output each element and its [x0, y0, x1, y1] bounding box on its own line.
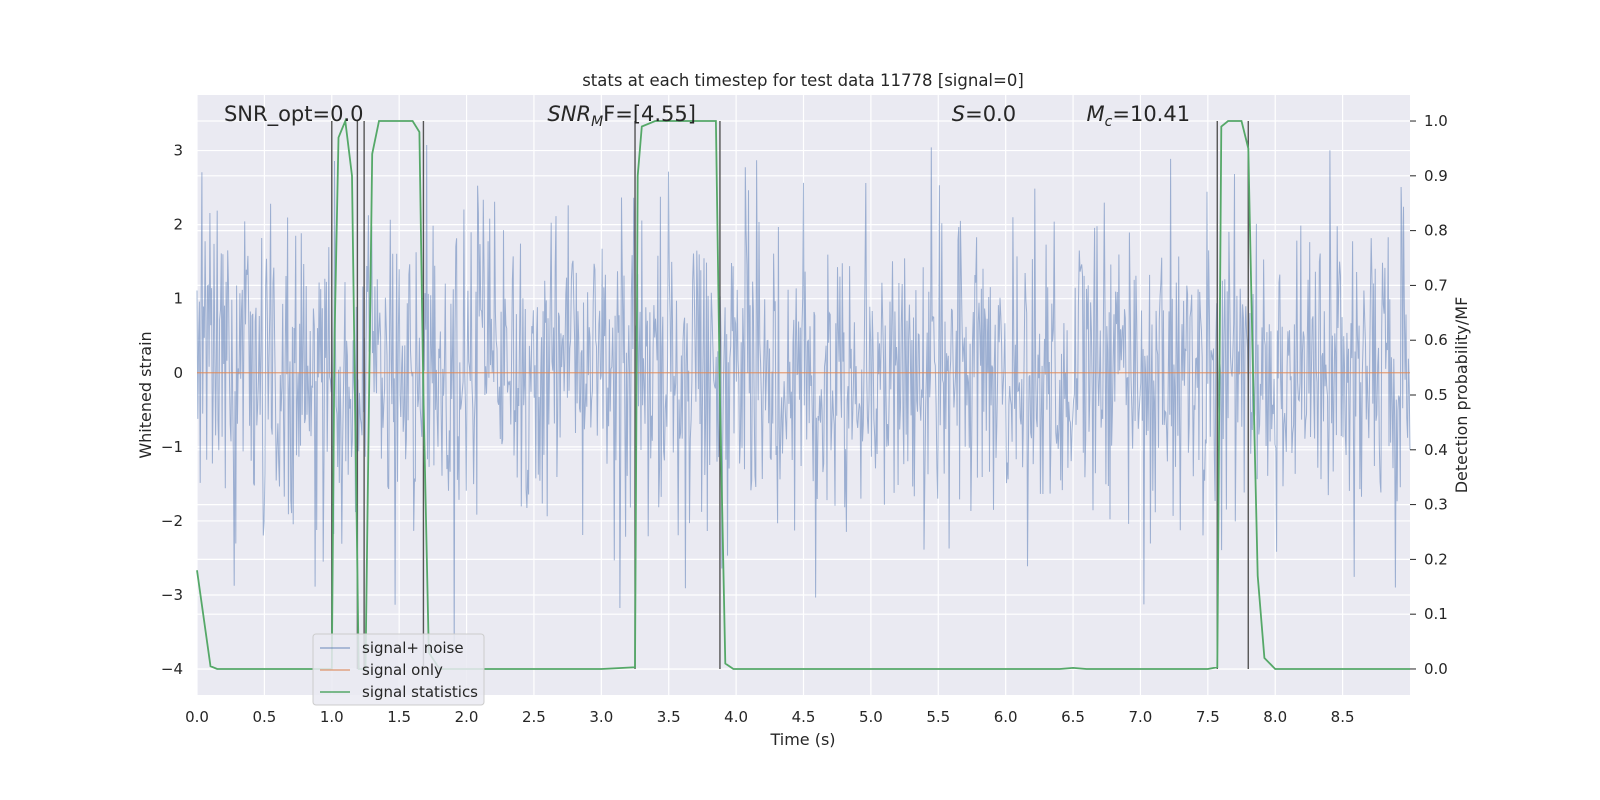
y2-tick-label: 0.4 [1424, 441, 1448, 459]
chart-title: stats at each timestep for test data 117… [582, 71, 1024, 90]
x-tick-label: 7.0 [1129, 708, 1153, 726]
signal-noise-series [196, 144, 1411, 653]
x-tick-label: 2.5 [522, 708, 546, 726]
y2-tick-label: 0.1 [1424, 605, 1448, 623]
y-tick-label: 0 [173, 364, 183, 382]
annotation-text: S=0.0 [952, 102, 1016, 126]
y2-tick-label: 0.7 [1424, 276, 1448, 294]
y2-tick-label: 0.5 [1424, 386, 1448, 404]
x-tick-label: 1.5 [387, 708, 411, 726]
legend-label-noise: signal+ noise [362, 639, 464, 657]
x-tick-label: 8.5 [1331, 708, 1355, 726]
y2-tick-label: 1.0 [1424, 112, 1448, 130]
x-tick-labels: 0.0 0.5 1.0 1.5 2.0 2.5 3.0 3.5 4.0 4.5 5.0 5.5 6.0 6… [185, 708, 1354, 726]
y2-tick-label: 0.3 [1424, 496, 1448, 514]
y2-tick-label: 0.6 [1424, 331, 1448, 349]
x-tick-label: 2.0 [455, 708, 479, 726]
y2-tick-labels: 0.0 0.1 0.2 0.3 0.4 0.5 0.6 0.7 0.8 0.9 1.0 [1410, 112, 1448, 678]
x-tick-label: 3.5 [657, 708, 681, 726]
y-tick-label: −2 [161, 512, 183, 530]
x-tick-label: 5.5 [926, 708, 950, 726]
y-tick-label: 2 [173, 216, 183, 234]
x-tick-label: 6.5 [1061, 708, 1085, 726]
x-tick-label: 0.5 [252, 708, 276, 726]
y-tick-label: −1 [161, 438, 183, 456]
y2-tick-label: 0.8 [1424, 222, 1448, 240]
y-tick-label: 1 [173, 290, 183, 308]
chart-annotations: SNR_opt=0.0 SNRMF=[4.55] S=0.0 Mc=10.41 [224, 102, 1190, 130]
legend: signal+ noise signal only signal statist… [312, 633, 485, 706]
x-tick-label: 1.0 [320, 708, 344, 726]
x-tick-label: 5.0 [859, 708, 883, 726]
statistics-trace [196, 117, 1410, 670]
y-tick-label: −3 [161, 586, 183, 604]
x-tick-label: 8.0 [1263, 708, 1287, 726]
annotation-text: SNR_opt=0.0 [224, 102, 364, 127]
y-tick-labels: −4 −3 −2 −1 0 1 2 3 [161, 142, 183, 679]
legend-label-signal-only: signal only [362, 661, 443, 679]
y2-tick-label: 0.2 [1424, 550, 1448, 568]
annotation-text: SNRMF=[4.55] [547, 102, 696, 130]
legend-label-statistics: signal statistics [362, 683, 478, 701]
noise-trace [196, 144, 1411, 653]
y-tick-label: −4 [161, 660, 183, 678]
x-tick-label: 6.0 [994, 708, 1018, 726]
legend-box [312, 633, 485, 706]
y2-tick-label: 0.9 [1424, 167, 1448, 185]
annotation-text: Mc=10.41 [1087, 102, 1191, 130]
x-tick-label: 7.5 [1196, 708, 1220, 726]
y-axis-label: Whitened strain [136, 331, 155, 458]
x-tick-label: 4.5 [792, 708, 816, 726]
y2-axis-label: Detection probability/MF [1452, 297, 1471, 494]
y-tick-label: 3 [173, 142, 183, 160]
x-tick-label: 3.0 [589, 708, 613, 726]
y2-tick-label: 0.0 [1424, 660, 1448, 678]
signal-statistics-series [196, 117, 1410, 670]
x-tick-label: 0.0 [185, 708, 209, 726]
x-axis-label: Time (s) [769, 730, 835, 749]
x-tick-label: 4.0 [724, 708, 748, 726]
